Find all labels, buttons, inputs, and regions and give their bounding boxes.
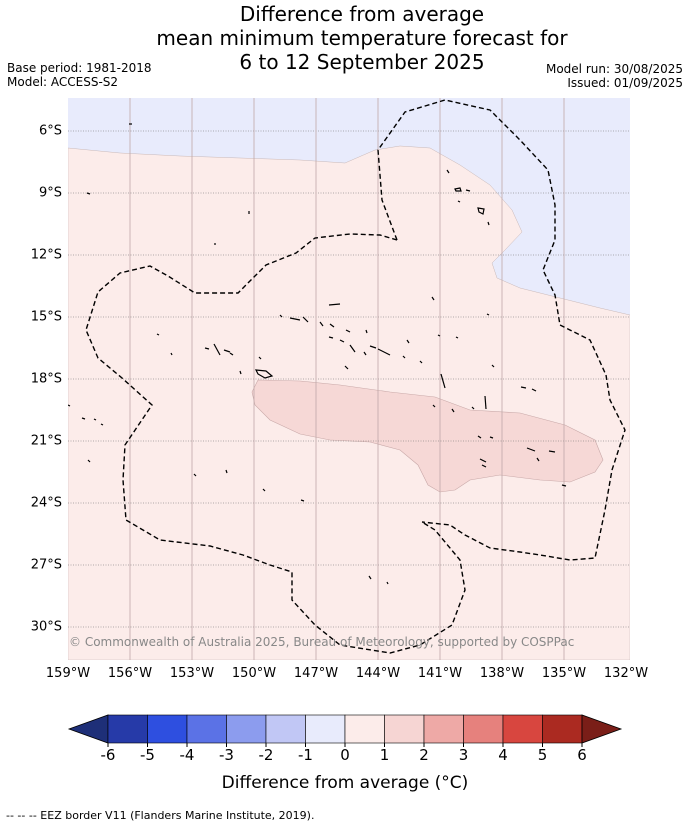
colorbar-segment <box>463 714 504 744</box>
colorbar-segment <box>265 714 306 744</box>
colorbar-tick-label: 2 <box>419 746 429 764</box>
map-title: Difference from average mean minimum tem… <box>0 2 690 74</box>
lat-label: 9°S <box>38 185 62 201</box>
lat-label: 24°S <box>30 495 62 511</box>
base-period: Base period: 1981-2018 <box>7 61 152 75</box>
colorbar-segment <box>423 714 464 744</box>
lat-label: 30°S <box>30 619 62 635</box>
colorbar-tick-label: -1 <box>298 746 313 764</box>
lat-label: 6°S <box>38 123 62 139</box>
islands <box>68 123 567 585</box>
colorbar-tick-label: 0 <box>340 746 350 764</box>
title-line-2: mean minimum temperature forecast for <box>156 26 568 50</box>
colorbar-tick-label: -5 <box>140 746 155 764</box>
lon-label: 156°W <box>107 666 153 681</box>
lon-label: 132°W <box>603 666 649 681</box>
lon-label: 150°W <box>231 666 277 681</box>
colorbar-over-arrow <box>581 714 623 744</box>
colorbar-tick-label: 1 <box>379 746 390 764</box>
copyright-notice: © Commonwealth of Australia 2025, Bureau… <box>69 635 575 649</box>
lat-label: 27°S <box>30 557 62 573</box>
lon-label: 138°W <box>479 666 525 681</box>
colorbar-segment <box>542 714 583 744</box>
colorbar-tick-label: -2 <box>258 746 274 764</box>
region-above-average <box>251 379 604 493</box>
lat-label: 15°S <box>30 309 62 325</box>
colorbar-segment <box>147 714 188 744</box>
colorbar-tick-label: -3 <box>219 746 234 764</box>
colorbar-label: Difference from average (°C) <box>221 773 469 793</box>
colorbar-segment <box>502 714 543 744</box>
colorbar-tick-label: 3 <box>458 746 469 764</box>
colorbar-tick-label: 4 <box>498 746 508 764</box>
issued-date: Issued: 01/09/2025 <box>567 76 683 90</box>
lat-label: 18°S <box>30 371 62 387</box>
colorbar-tick-label: -6 <box>100 746 116 764</box>
meta-left: Base period: 1981-2018 Model: ACCESS-S2 <box>7 61 152 89</box>
model-name: Model: ACCESS-S2 <box>7 75 119 89</box>
lon-label: 147°W <box>293 666 339 681</box>
lon-label: 144°W <box>355 666 401 681</box>
lon-label: 159°W <box>45 666 91 681</box>
lon-label: 153°W <box>169 666 215 681</box>
colorbar-under-arrow <box>67 714 109 744</box>
colorbar-tick-label: 5 <box>537 746 548 764</box>
model-run: Model run: 30/08/2025 <box>545 62 683 76</box>
lat-label: 12°S <box>30 247 62 263</box>
graticule <box>68 130 630 628</box>
colorbar-segment <box>305 714 346 744</box>
meta-right: Model run: 30/08/2025 Issued: 01/09/2025 <box>546 62 683 90</box>
colorbar-tick-label: 6 <box>577 746 587 764</box>
colorbar-segment <box>186 714 227 744</box>
meridians <box>129 98 565 660</box>
colorbar-tick-label: -4 <box>179 746 195 764</box>
colorbar-segment <box>384 714 425 744</box>
lat-label: 21°S <box>30 433 62 449</box>
lon-label: 141°W <box>417 666 463 681</box>
colorbar-segment <box>226 714 267 744</box>
colorbar-segment <box>344 714 385 744</box>
eez-footnote: -- -- -- EEZ border V11 (Flanders Marine… <box>6 809 315 822</box>
title-line-1: Difference from average <box>239 2 485 26</box>
colorbar-segment <box>107 714 148 744</box>
lon-label: 135°W <box>541 666 587 681</box>
eez-border-north <box>377 99 626 561</box>
title-line-3: 6 to 12 September 2025 <box>239 50 485 74</box>
